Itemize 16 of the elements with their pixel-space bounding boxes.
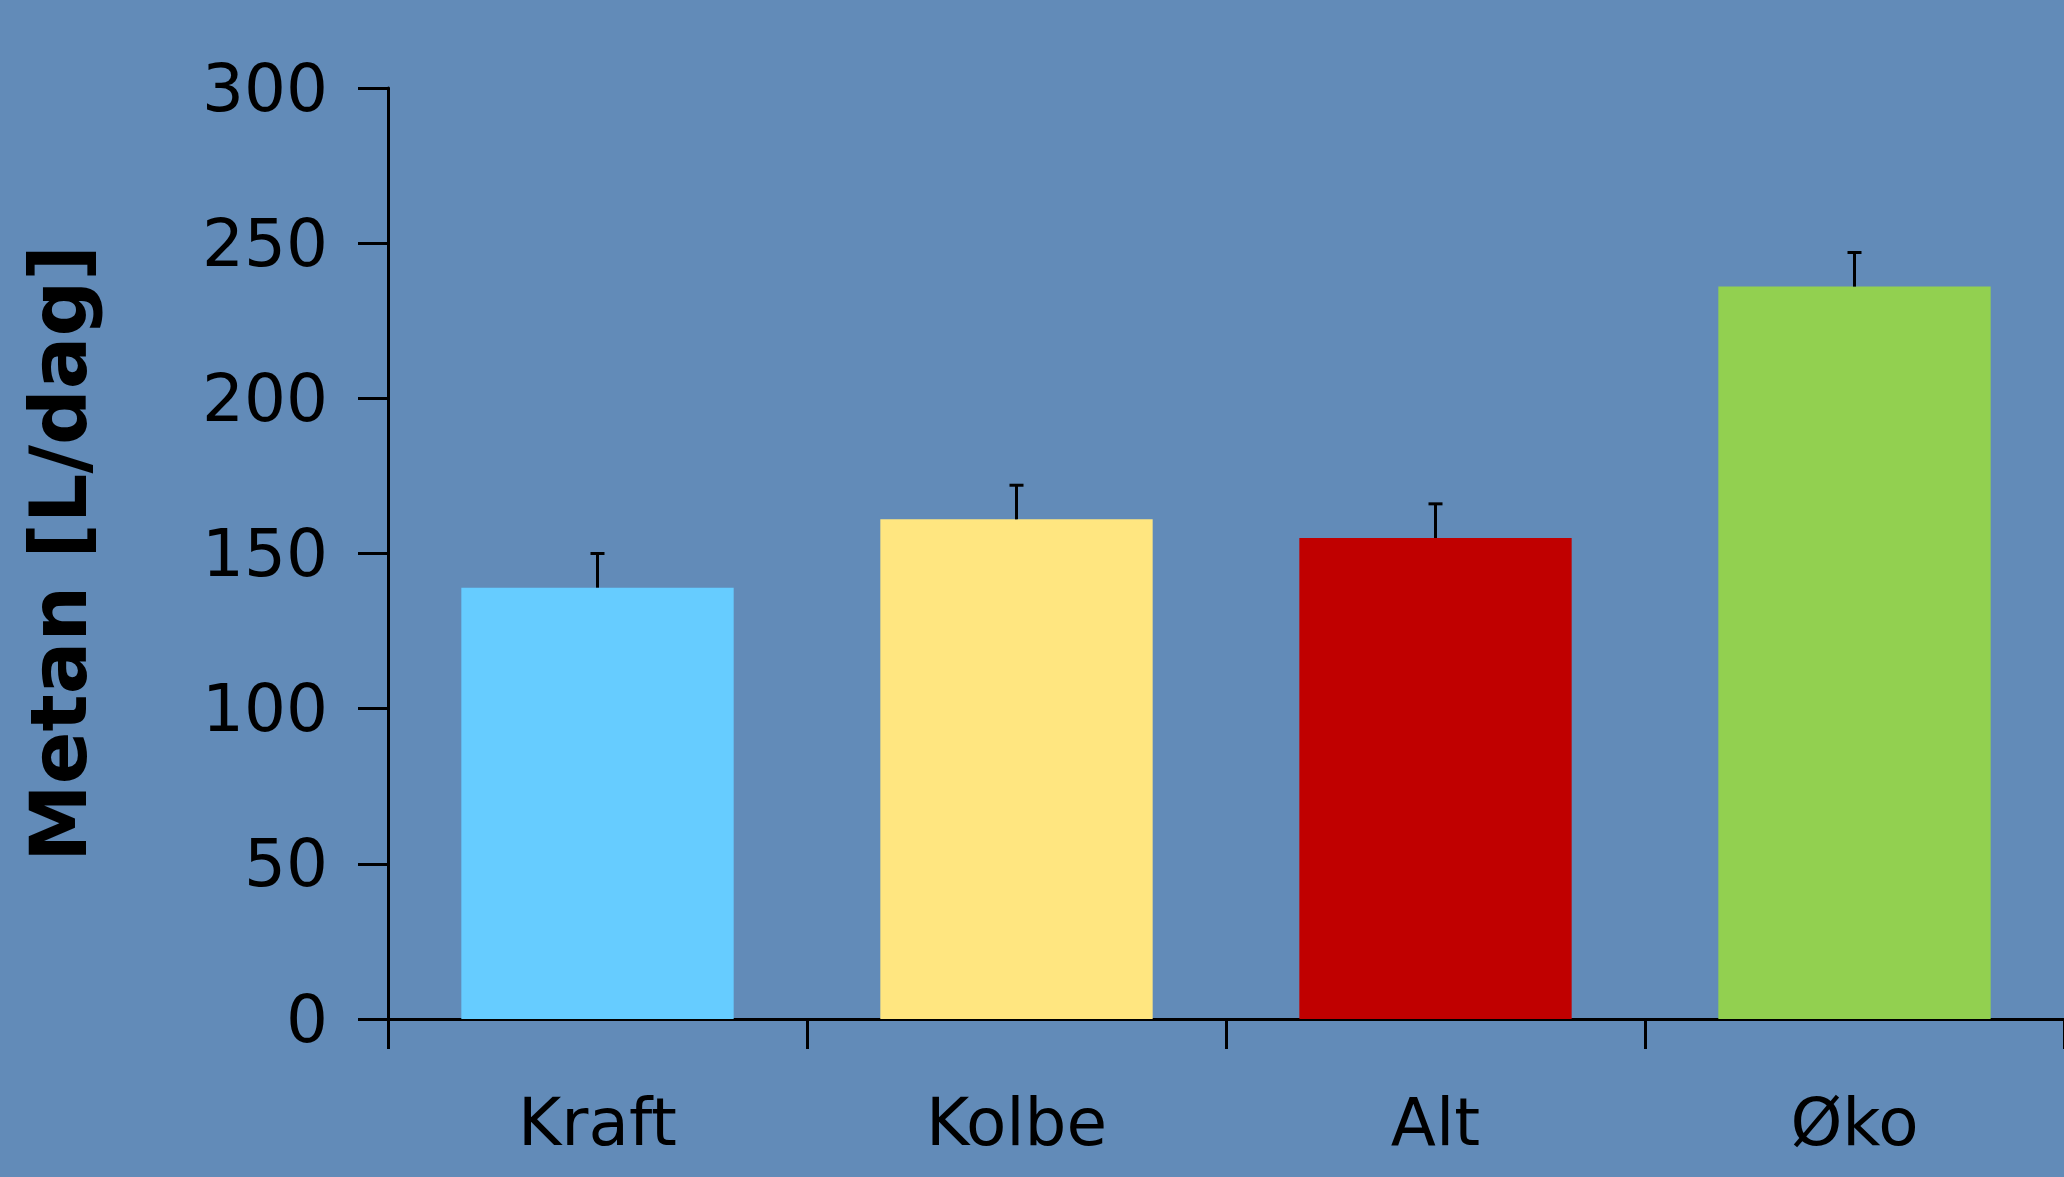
y-tick-label: 200 (202, 359, 328, 437)
x-tick-label: Kraft (518, 1083, 677, 1161)
y-tick-label: 100 (202, 670, 328, 748)
y-tick-label: 300 (202, 49, 328, 127)
x-tick-label: Alt (1390, 1083, 1481, 1161)
bar (1299, 537, 1572, 1019)
bar (880, 519, 1153, 1019)
y-tick-label: 250 (202, 204, 328, 282)
bar (461, 587, 734, 1019)
bar (1718, 286, 1991, 1019)
y-tick-label: 150 (202, 515, 328, 592)
y-axis-title: Metan [L/dag] (14, 245, 104, 862)
y-tick-label: 50 (244, 825, 328, 903)
y-tick-label: 0 (286, 980, 328, 1058)
x-tick-label: Øko (1790, 1083, 1919, 1161)
x-tick-label: Kolbe (925, 1083, 1108, 1161)
